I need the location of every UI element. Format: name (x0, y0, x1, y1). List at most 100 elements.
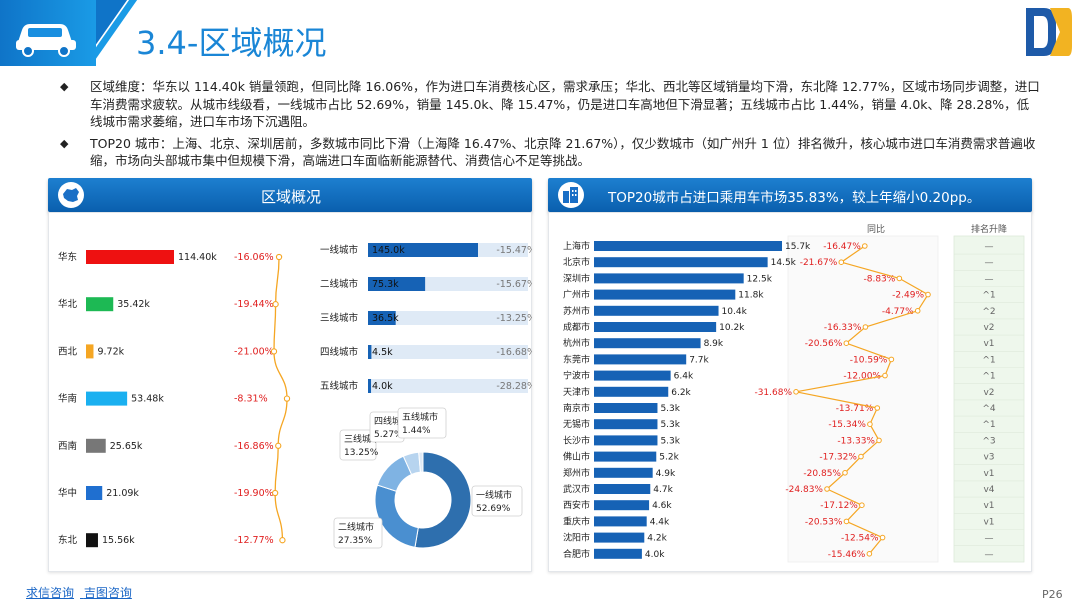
region-label: 西北 (58, 346, 78, 357)
city-label: 西安市 (563, 499, 590, 511)
city-label: 东莞市 (563, 353, 590, 365)
rank-column-bg (953, 235, 1025, 563)
yoy-column-bg (787, 235, 939, 563)
city-yoy-point (888, 356, 895, 363)
header-band (0, 0, 1080, 66)
city-yoy-label: -10.59% (850, 355, 888, 365)
donut-callout: 一线城市 52.69% (471, 485, 523, 517)
city-value-label: 4.6k (652, 501, 672, 511)
donut-slice-name: 二线城市 (338, 521, 374, 533)
city-yoy-point (859, 502, 865, 509)
city-label: 天津市 (563, 386, 590, 398)
region-yoy-point (275, 253, 283, 261)
city-bar (594, 467, 653, 478)
tier-yoy-label: -15.67% (496, 279, 532, 290)
tier-label: 一线城市 (320, 244, 359, 256)
city-yoy-label: -12.00% (843, 372, 881, 382)
donut-slice-pct: 1.44% (402, 426, 431, 436)
city-yoy-label: -15.34% (828, 420, 866, 430)
footer-link-2[interactable]: 吉图咨询 (83, 586, 132, 600)
donut-slice-pct: 13.25% (344, 448, 379, 458)
city-yoy-point (842, 470, 848, 476)
city-yoy-point (882, 372, 888, 379)
region-yoy-point (270, 348, 278, 355)
tier-label: 四线城市 (320, 346, 359, 358)
city-value-label: 14.5k (771, 258, 797, 268)
tier-label: 二线城市 (320, 278, 359, 290)
city-value-label: 4.2k (647, 534, 667, 544)
city-rank-change: — (985, 274, 994, 284)
region-bar (86, 297, 114, 312)
city-yoy-point (925, 291, 931, 298)
diamond-icon: ◆ (60, 136, 69, 150)
city-rank-change: ^4 (982, 404, 996, 414)
city-label: 佛山市 (563, 451, 590, 463)
city-yoy-line (795, 245, 929, 555)
city-yoy-point (793, 389, 799, 395)
region-value-label: 114.40k (178, 252, 217, 263)
region-bar (86, 486, 103, 500)
region-value-label: 25.65k (110, 441, 143, 452)
city-yoy-label: -2.49% (892, 291, 924, 301)
city-bar (594, 516, 647, 527)
city-rank-change: ^2 (982, 307, 995, 317)
region-label: 东北 (58, 534, 78, 546)
tier-bar (368, 345, 372, 359)
city-bar (594, 386, 669, 397)
city-bar (594, 532, 645, 543)
region-value-label: 15.56k (102, 535, 135, 546)
tier-value-label: 36.5k (372, 313, 399, 324)
tier-bar (368, 379, 372, 393)
city-yoy-point (824, 486, 830, 492)
region-bar (86, 250, 174, 264)
city-yoy-point (914, 308, 921, 314)
region-bar (86, 533, 98, 548)
city-rank-change: v2 (983, 323, 994, 333)
city-bar (594, 403, 658, 413)
city-label: 郑州市 (563, 467, 590, 479)
region-bar (86, 344, 94, 359)
city-bar (594, 338, 701, 349)
region-yoy-label: -19.44% (234, 299, 274, 310)
region-value-label: 35.42k (117, 299, 150, 310)
city-bar (594, 548, 642, 559)
city-value-label: 4.0k (645, 550, 665, 560)
region-value-label: 21.09k (106, 488, 139, 499)
city-bar (594, 370, 671, 381)
car-icon (16, 24, 76, 57)
tier-value-label: 4.5k (372, 347, 393, 358)
city-value-label: 5.3k (660, 420, 680, 430)
donut-slice-pct: 5.27% (374, 430, 403, 440)
city-yoy-point (843, 340, 850, 346)
donut-slice-name: 五线城市 (402, 411, 438, 423)
diamond-icon: ◆ (60, 80, 69, 93)
tier-yoy-label: -13.25% (496, 313, 532, 324)
city-value-label: 7.7k (689, 355, 709, 365)
tier-label: 三线城市 (320, 312, 359, 324)
buildings-icon (558, 182, 584, 208)
tier-value-label: 4.0k (372, 381, 393, 392)
city-value-label: 15.7k (785, 242, 811, 252)
region-label: 华南 (58, 393, 77, 405)
city-bar (594, 484, 651, 494)
donut-slice (414, 451, 472, 549)
city-value-label: 5.3k (660, 404, 680, 414)
donut-slice-name: 一线城市 (476, 489, 512, 501)
donut-slice (418, 451, 424, 473)
city-label: 北京市 (563, 256, 590, 268)
city-yoy-label: -17.12% (820, 501, 858, 511)
city-yoy-label: -13.33% (837, 436, 875, 446)
footer-link-1[interactable]: 求信咨询 (26, 586, 75, 600)
city-value-label: 4.4k (650, 517, 670, 527)
region-label: 华北 (58, 298, 78, 310)
city-label: 合肥市 (563, 548, 590, 560)
city-label: 长沙市 (563, 434, 590, 446)
header-car-block (0, 0, 96, 66)
bullet-item: ◆ 区域维度：华东以 114.40k 销量领跑，但同比降 16.06%，作为进口车… (60, 79, 1040, 129)
region-yoy-label: -19.90% (234, 488, 274, 499)
city-bar (594, 435, 658, 446)
city-bar (594, 257, 768, 268)
city-bar (594, 241, 782, 251)
donut-slice-pct: 52.69% (476, 504, 511, 514)
region-yoy-point (283, 395, 291, 402)
